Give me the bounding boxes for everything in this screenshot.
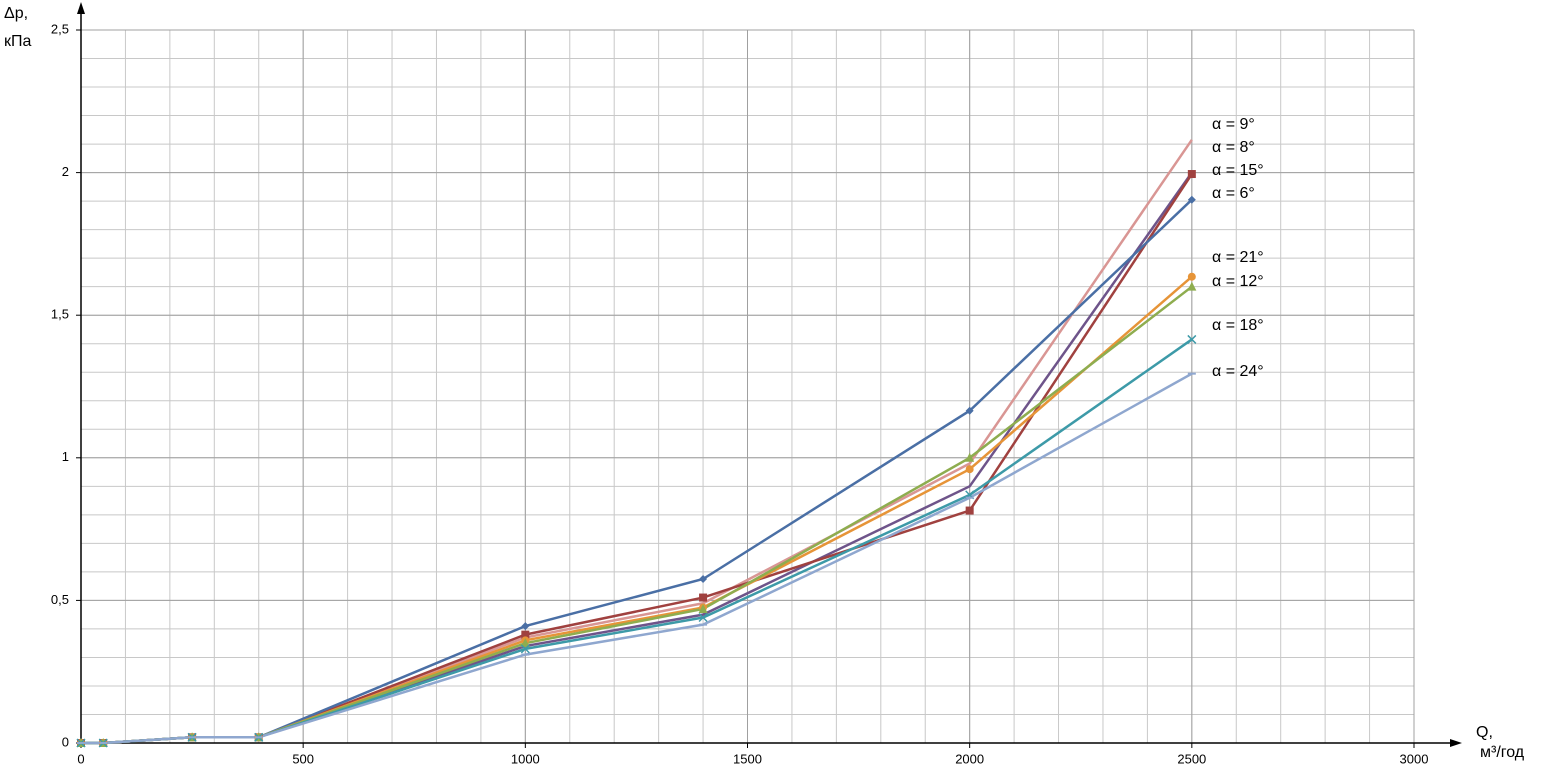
series-label: α = 15° [1212, 162, 1264, 179]
x-tick-label: 0 [77, 751, 84, 766]
marker [699, 575, 708, 584]
marker [1187, 195, 1196, 204]
series-line [81, 139, 1193, 745]
x-axis-arrow [1450, 739, 1462, 747]
series-label: α = 24° [1212, 363, 1264, 380]
marker [965, 506, 974, 515]
y-tick-label: 2 [62, 164, 69, 179]
series-line [81, 338, 1193, 745]
marker [698, 603, 708, 613]
x-tick-label: 500 [292, 751, 314, 766]
y-tick-label: 0 [62, 734, 69, 749]
series-label: α = 18° [1212, 317, 1264, 334]
marker [1187, 334, 1197, 344]
marker [1187, 170, 1196, 179]
marker [521, 630, 530, 639]
marker [965, 465, 974, 474]
marker [1187, 272, 1196, 281]
series-label: α = 6° [1212, 185, 1255, 202]
series-label: α = 21° [1212, 249, 1264, 266]
marker [520, 638, 530, 648]
y-tick-label: 0,5 [51, 592, 69, 607]
series-line [81, 198, 1193, 745]
x-label: м³/год [1480, 744, 1525, 761]
series-label: α = 8° [1212, 139, 1255, 156]
marker [965, 406, 974, 415]
y-tick-label: 1 [62, 449, 69, 464]
y-tick-label: 2,5 [51, 21, 69, 36]
marker [965, 452, 975, 462]
series-line [81, 372, 1193, 745]
series-line [81, 275, 1193, 745]
marker [699, 593, 708, 602]
y-label: кПа [4, 33, 32, 50]
y-axis-arrow [77, 2, 85, 14]
x-tick-label: 2500 [1177, 751, 1206, 766]
series-label: α = 12° [1212, 273, 1264, 290]
x-label: Q, [1476, 724, 1493, 741]
marker [520, 644, 530, 654]
x-tick-label: 1000 [511, 751, 540, 766]
series-label: α = 9° [1212, 116, 1255, 133]
x-tick-label: 1500 [733, 751, 762, 766]
y-label: Δp, [4, 5, 28, 22]
marker [698, 612, 708, 623]
marker [1187, 281, 1197, 291]
x-tick-label: 2000 [955, 751, 984, 766]
x-tick-label: 3000 [1400, 751, 1429, 766]
y-tick-label: 1,5 [51, 307, 69, 322]
marker [521, 622, 530, 631]
